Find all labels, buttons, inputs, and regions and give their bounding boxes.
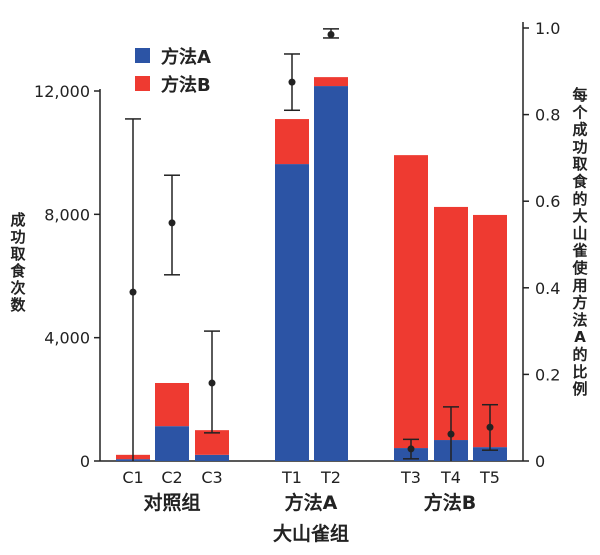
- bar-C2-方法A: [155, 426, 189, 461]
- x-axis-label: 大山雀组: [273, 522, 349, 545]
- x-tick-label: C3: [201, 468, 222, 487]
- proportion-point: [486, 423, 494, 431]
- bar-C3-方法A: [195, 454, 229, 461]
- bar-T2-方法A: [314, 86, 348, 462]
- proportion-point: [327, 30, 335, 38]
- legend-label: 方法A: [161, 46, 211, 68]
- proportion-point: [447, 430, 455, 438]
- bar-C3-方法B: [195, 430, 229, 455]
- x-tick-label: T3: [400, 468, 421, 487]
- bar-T2-方法B: [314, 77, 348, 87]
- x-tick-label: C1: [122, 468, 143, 487]
- y-right-tick-label: 0.2: [535, 365, 560, 384]
- y-right-tick-label: 1.0: [535, 19, 560, 38]
- bar-C2-方法B: [155, 382, 189, 427]
- bar-T1-方法A: [275, 164, 309, 461]
- y-tick-label: 8,000: [44, 205, 90, 224]
- x-tick-label: T5: [479, 468, 500, 487]
- proportion-point: [208, 379, 216, 387]
- bar-T3-方法B: [394, 155, 428, 449]
- bar-T4-方法B: [434, 206, 468, 441]
- y-right-tick-label: 0.4: [535, 279, 560, 298]
- y-tick-label: 4,000: [44, 329, 90, 348]
- x-tick-label: C2: [161, 468, 182, 487]
- y-right-tick-label: 0.6: [535, 192, 560, 211]
- legend-swatch: [135, 76, 150, 91]
- group-label: 对照组: [143, 491, 200, 514]
- y-right-tick-label: 0.8: [535, 106, 560, 125]
- bar-T5-方法A: [473, 447, 507, 461]
- y-tick-label: 12,000: [34, 82, 90, 101]
- proportion-point: [168, 219, 176, 227]
- y-axis-label: 成功取食次数: [10, 211, 26, 314]
- x-tick-label: T2: [320, 468, 341, 487]
- x-tick-label: T1: [281, 468, 302, 487]
- legend-label: 方法B: [161, 74, 211, 96]
- y-right-tick-label: 0: [535, 452, 545, 471]
- group-label: 方法B: [424, 491, 476, 514]
- group-label: 方法A: [285, 491, 338, 514]
- x-tick-label: T4: [440, 468, 461, 487]
- proportion-point: [288, 78, 296, 86]
- proportion-point: [407, 445, 415, 453]
- proportion-point: [129, 288, 137, 296]
- bar-T1-方法B: [275, 119, 309, 165]
- y-axis-right-label: 每个成功取食的大山雀使用方法 A 的比例: [571, 86, 588, 398]
- y-tick-label: 0: [80, 452, 90, 471]
- legend-swatch: [135, 48, 150, 63]
